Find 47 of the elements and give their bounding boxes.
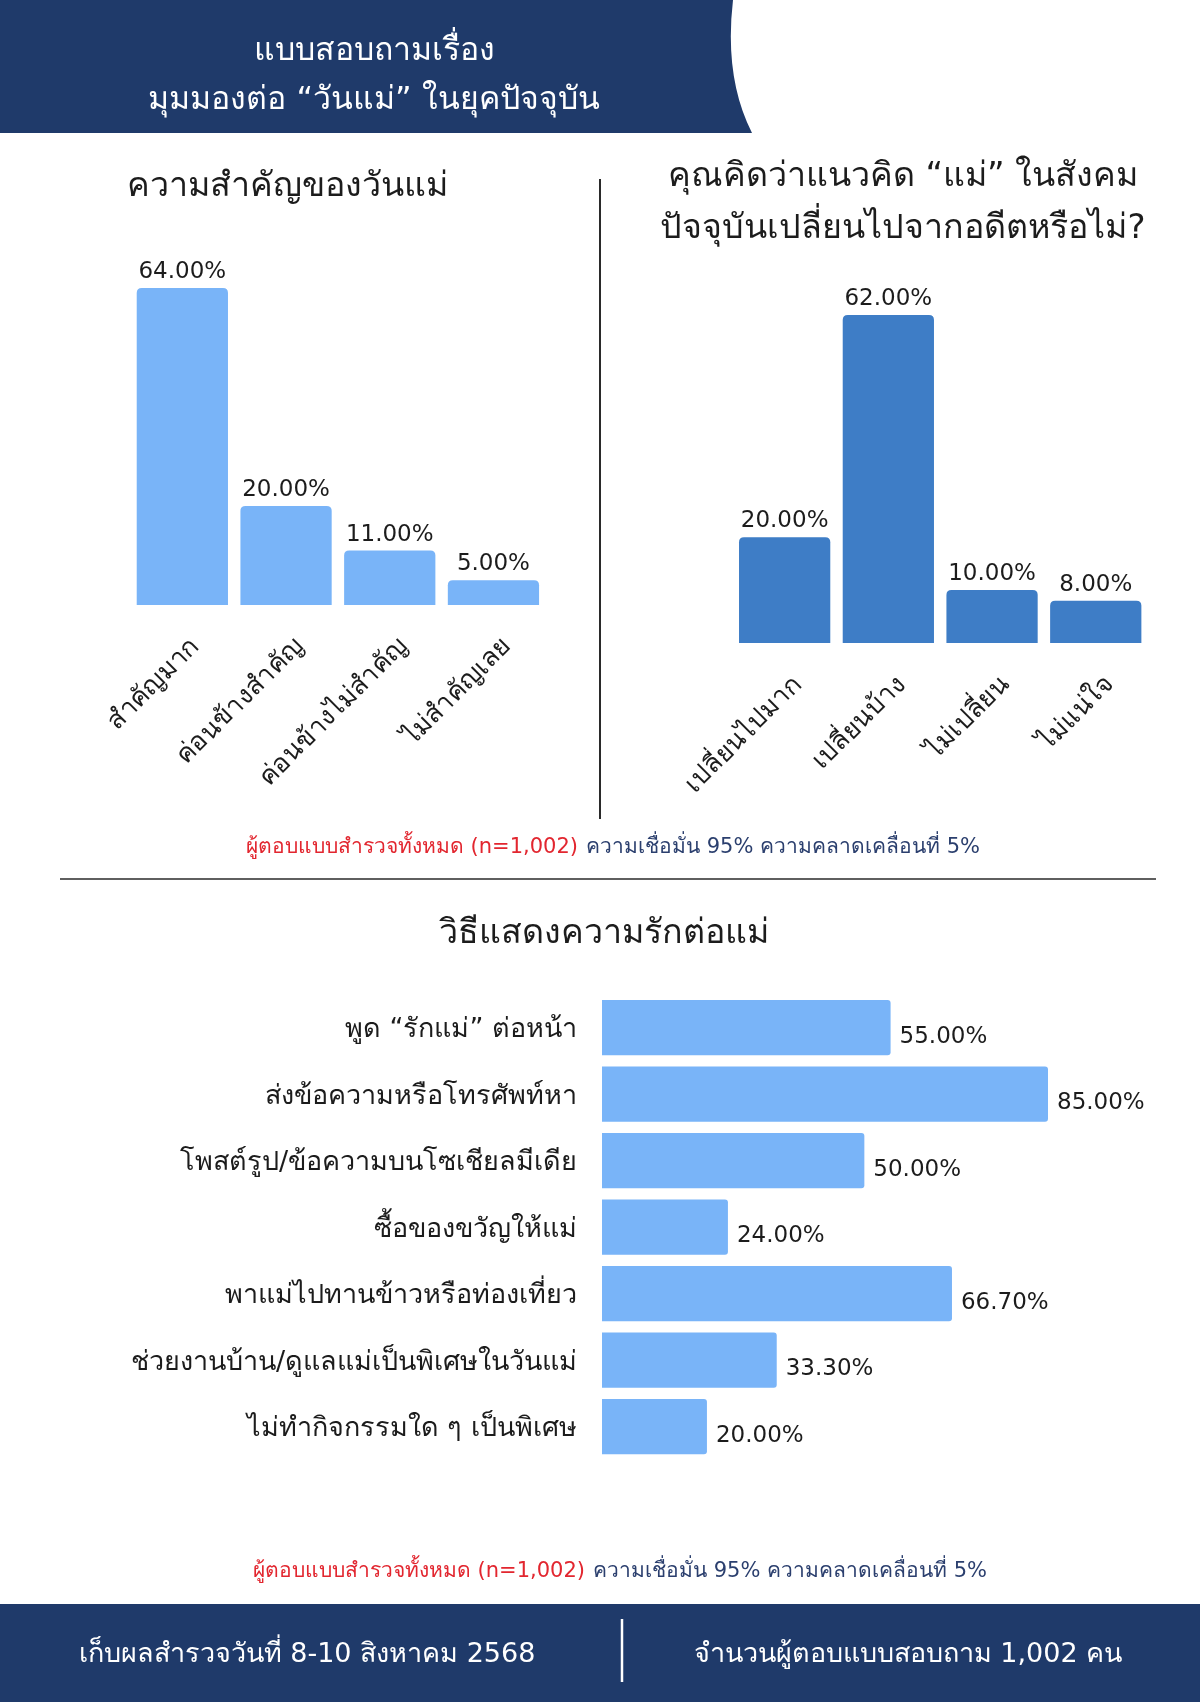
bar	[447, 580, 540, 605]
data-label: 11.00%	[345, 519, 434, 546]
y-tick-label: ส่งข้อความหรือโทรศัพท์หา	[265, 1078, 577, 1110]
data-label: 62.00%	[844, 284, 933, 310]
y-tick-label: ช่วยงานบ้าน/ดูแลแม่เป็นพิเศษในวันแม่	[130, 1342, 577, 1377]
bar	[739, 537, 831, 643]
y-tick-label: ซื้อของขวัญให้แม่	[374, 1207, 577, 1243]
text: ผู้ตอบแบบสำรวจทั้งหมด (n=1,002)	[252, 1555, 586, 1583]
y-tick-label: พาแม่ไปทานข้าวหรือท่องเที่ยว	[225, 1275, 577, 1310]
data-label: 5.00%	[456, 549, 530, 576]
text: เก็บผลสำรวจวันที่ 8-10 สิงหาคม 2568	[78, 1633, 536, 1668]
data-label: 8.00%	[1059, 569, 1133, 596]
data-label: 20.00%	[740, 506, 829, 533]
bar	[602, 1132, 865, 1189]
bar	[344, 550, 436, 605]
data-label: 55.00%	[899, 1021, 988, 1048]
text: ความเชื่อมั่น 95% ความคลาดเคลื่อนที่ 5%	[593, 1555, 988, 1582]
text: แบบสอบถามเรื่อง มุมมองต่อ “วันแม่” ในยุคปัจจุบัน	[148, 27, 600, 118]
data-label: 85.00%	[1057, 1088, 1145, 1115]
data-label: 20.00%	[715, 1420, 804, 1447]
bar	[602, 1066, 1048, 1122]
bar	[240, 505, 332, 605]
data-label: 66.70%	[960, 1287, 1049, 1314]
bar	[1050, 600, 1142, 643]
text: จำนวนผู้ตอบแบบสอบถาม 1,002 คน	[693, 1636, 1123, 1669]
chart-title: วิธีแสดงความรักต่อแม่	[439, 911, 769, 951]
bar	[946, 590, 1038, 643]
bar	[602, 1398, 707, 1455]
bar	[136, 288, 228, 605]
chart-title: คุณคิดว่าแนวคิด “แม่” ในสังคม ปัจจุบันเปลี่ยนไปจากอดีตหรือไม่?	[660, 154, 1146, 247]
y-tick-label: โพสต์รูป/ข้อความบนโซเชียลมีเดีย	[179, 1145, 577, 1178]
data-label: 64.00%	[138, 257, 227, 283]
bar	[602, 1265, 952, 1322]
data-label: 50.00%	[873, 1154, 962, 1181]
text: ความเชื่อมั่น 95% ความคลาดเคลื่อนที่ 5%	[586, 831, 981, 858]
data-label: 20.00%	[242, 474, 330, 501]
y-tick-label: ไม่ทำกิจกรรมใด ๆ เป็นพิเศษ	[244, 1409, 577, 1443]
bar	[602, 1199, 728, 1255]
data-label: 24.00%	[736, 1221, 825, 1248]
bar	[842, 315, 934, 643]
text: ผู้ตอบแบบสำรวจทั้งหมด (n=1,002)	[245, 831, 579, 859]
data-label: 10.00%	[948, 559, 1036, 586]
data-label: 33.30%	[785, 1354, 874, 1381]
bar	[602, 1332, 777, 1388]
bar	[602, 999, 891, 1056]
chart-title: ความสำคัญของวันแม่	[126, 164, 448, 204]
y-tick-label: พูด “รักแม่” ต่อหน้า	[344, 1012, 577, 1045]
